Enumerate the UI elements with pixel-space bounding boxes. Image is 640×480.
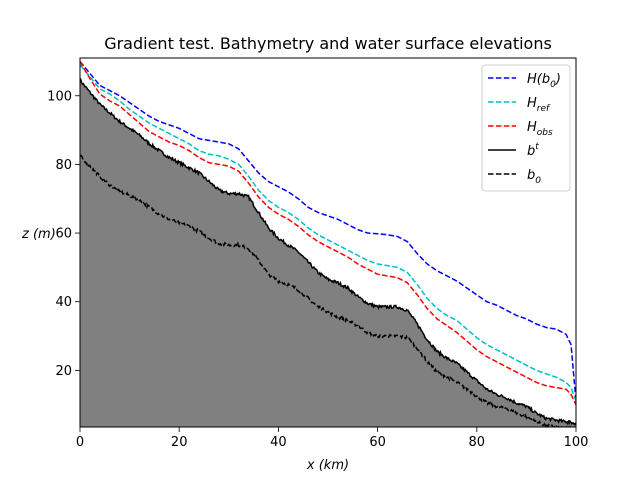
y-tick-label: 100 bbox=[47, 89, 72, 104]
legend: H(b0) Href Hobs bt b0 bbox=[481, 64, 571, 192]
series-line-b-0 bbox=[80, 154, 574, 427]
x-tick-label: 0 bbox=[76, 435, 84, 450]
series-line-h-b-0 bbox=[80, 60, 576, 402]
series-line-h-obs bbox=[80, 61, 576, 406]
legend-label-b-t: bt bbox=[527, 142, 539, 159]
legend-label-h-b-0: H(b0) bbox=[527, 72, 561, 90]
legend-label-h-ref: Href bbox=[527, 96, 551, 114]
chart-title: Gradient test. Bathymetry and water surf… bbox=[104, 34, 552, 53]
plot-frame bbox=[79, 57, 577, 428]
x-tick-label: 100 bbox=[564, 435, 589, 450]
y-axis-title: z (m) bbox=[21, 227, 56, 242]
y-tick-label: 20 bbox=[55, 364, 72, 379]
y-axis: 20 40 60 80 100 bbox=[47, 89, 80, 379]
x-tick-label: 40 bbox=[270, 435, 287, 450]
plot-area bbox=[80, 60, 576, 427]
y-tick-label: 80 bbox=[55, 158, 72, 173]
x-axis: 0 20 40 60 80 100 bbox=[76, 427, 589, 450]
legend-box bbox=[481, 64, 571, 192]
x-tick-label: 60 bbox=[369, 435, 386, 450]
x-tick-label: 80 bbox=[469, 435, 486, 450]
series-line-b-t bbox=[80, 77, 576, 426]
legend-label-b-0: b0 bbox=[527, 168, 541, 186]
x-tick-label: 20 bbox=[171, 435, 188, 450]
y-tick-label: 60 bbox=[55, 227, 72, 242]
x-axis-title: x (km) bbox=[306, 458, 349, 473]
bathymetry-fill bbox=[80, 80, 576, 427]
y-tick-label: 40 bbox=[55, 295, 72, 310]
legend-label-h-obs: Hobs bbox=[527, 120, 553, 138]
